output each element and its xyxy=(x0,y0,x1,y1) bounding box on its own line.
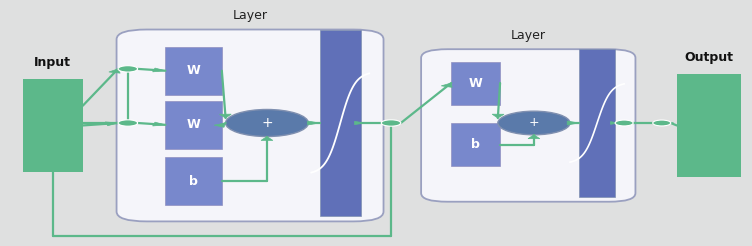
Polygon shape xyxy=(308,121,320,125)
Polygon shape xyxy=(611,122,619,124)
Text: +: + xyxy=(529,117,539,129)
Bar xyxy=(451,123,500,166)
Bar xyxy=(165,157,222,205)
Circle shape xyxy=(653,120,671,126)
Text: +: + xyxy=(261,116,273,130)
Circle shape xyxy=(615,120,633,126)
Polygon shape xyxy=(567,121,579,125)
Polygon shape xyxy=(261,137,273,140)
Polygon shape xyxy=(153,68,165,72)
Bar xyxy=(677,74,741,177)
Bar xyxy=(451,62,500,105)
Circle shape xyxy=(381,120,401,126)
Text: Input: Input xyxy=(34,56,71,69)
Polygon shape xyxy=(666,122,674,124)
Bar xyxy=(165,47,222,95)
Text: W: W xyxy=(186,118,201,131)
Text: W: W xyxy=(186,64,201,77)
Polygon shape xyxy=(492,114,504,118)
Polygon shape xyxy=(628,122,636,124)
Circle shape xyxy=(226,109,308,137)
Polygon shape xyxy=(528,135,540,139)
Polygon shape xyxy=(153,122,165,126)
Bar xyxy=(23,79,83,172)
Text: Layer: Layer xyxy=(511,29,546,42)
FancyBboxPatch shape xyxy=(117,30,384,221)
Text: W: W xyxy=(468,77,483,90)
Polygon shape xyxy=(220,114,231,118)
FancyBboxPatch shape xyxy=(421,49,635,202)
Polygon shape xyxy=(109,69,120,73)
Text: Layer: Layer xyxy=(232,10,268,22)
Bar xyxy=(320,30,361,216)
Polygon shape xyxy=(355,121,365,125)
Bar xyxy=(579,49,615,197)
Bar xyxy=(165,101,222,149)
Circle shape xyxy=(498,111,570,135)
Polygon shape xyxy=(105,122,118,126)
Text: Output: Output xyxy=(684,51,733,64)
Circle shape xyxy=(118,120,138,126)
Polygon shape xyxy=(47,123,59,127)
Text: b: b xyxy=(472,138,480,151)
Circle shape xyxy=(118,66,138,72)
Text: b: b xyxy=(190,175,198,188)
Polygon shape xyxy=(214,123,226,127)
Polygon shape xyxy=(441,83,452,87)
